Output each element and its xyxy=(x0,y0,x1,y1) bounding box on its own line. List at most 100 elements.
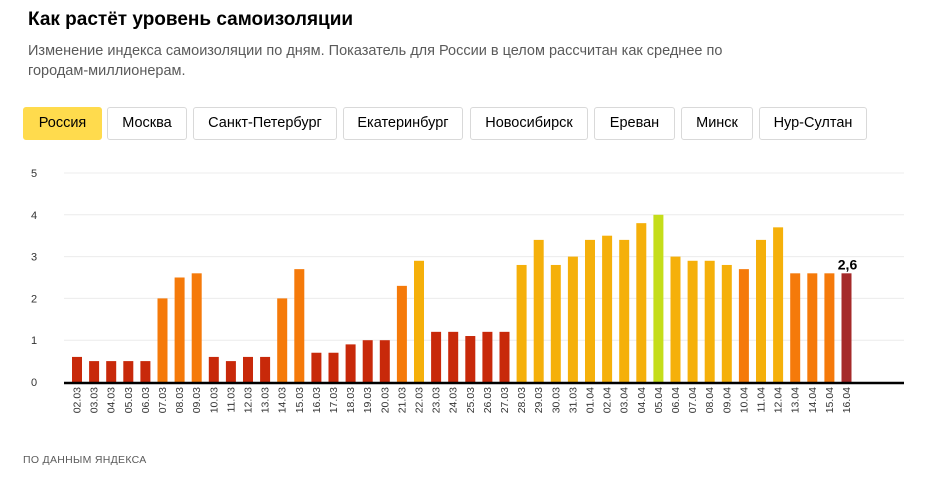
bar-15.03[interactable] xyxy=(294,269,305,382)
y-tick-label: 5 xyxy=(31,168,37,180)
self-isolation-bar-chart: 0 1 2 3 4 5 02.03 03.03 04.03 05.03 06.03 07.03 08.… xyxy=(31,168,904,413)
bar-02.03[interactable] xyxy=(72,356,82,382)
bar-04.03[interactable] xyxy=(106,361,117,382)
bar-20.03[interactable] xyxy=(379,340,390,382)
x-tick-label: 29.03 xyxy=(533,387,545,413)
bar-03.03[interactable] xyxy=(89,361,100,382)
data-source-note: ПО ДАННЫМ ЯНДЕКСА xyxy=(23,454,147,466)
bar-11.03[interactable] xyxy=(225,361,236,382)
x-tick-label: 06.03 xyxy=(140,387,152,413)
x-tick-label: 12.03 xyxy=(243,387,255,413)
bar-02.04[interactable] xyxy=(602,235,613,382)
x-tick-label: 09.04 xyxy=(721,387,733,413)
bar-08.03[interactable] xyxy=(174,277,185,383)
x-tick-label: 11.03 xyxy=(225,387,237,413)
x-tick-label: 12.04 xyxy=(773,387,785,413)
bar-27.03[interactable] xyxy=(499,331,510,382)
bar-29.03[interactable] xyxy=(533,239,544,382)
bar-12.03[interactable] xyxy=(243,356,253,382)
bar-05.04[interactable] xyxy=(653,214,664,382)
x-tick-label: 27.03 xyxy=(499,387,511,413)
bar-19.03[interactable] xyxy=(362,340,373,382)
tab-yerevan[interactable]: Ереван xyxy=(594,107,675,140)
tab-russia[interactable]: Россия xyxy=(23,107,102,140)
bar-16.04[interactable] xyxy=(841,273,852,382)
x-tick-label: 17.03 xyxy=(328,387,340,413)
bar-06.03[interactable] xyxy=(140,361,151,382)
bar-05.03[interactable] xyxy=(123,361,134,382)
tab-saint-petersburg[interactable]: Санкт-Петербург xyxy=(193,107,337,140)
bar-06.04[interactable] xyxy=(670,256,681,382)
x-tick-label: 26.03 xyxy=(482,387,494,413)
bar-13.04[interactable] xyxy=(790,273,801,382)
bar-04.04[interactable] xyxy=(636,223,647,382)
bar-28.03[interactable] xyxy=(516,264,527,382)
highlight-value-label: 2,6 xyxy=(838,256,858,272)
x-tick-label: 16.04 xyxy=(841,387,853,413)
bar-14.03[interactable] xyxy=(277,298,288,382)
bar-18.03[interactable] xyxy=(345,344,356,382)
x-tick-label: 05.04 xyxy=(653,387,665,413)
x-tick-label: 02.04 xyxy=(602,387,614,413)
bar-07.03[interactable] xyxy=(157,298,168,382)
bar-08.04[interactable] xyxy=(704,260,715,382)
x-tick-label: 28.03 xyxy=(516,387,528,413)
tab-yekaterinburg[interactable]: Екатеринбург xyxy=(343,107,463,140)
x-tick-label: 09.03 xyxy=(191,387,203,413)
chart-bars xyxy=(72,214,852,383)
bar-21.03[interactable] xyxy=(396,285,407,382)
x-tick-label: 14.03 xyxy=(277,387,289,413)
x-tick-label: 24.03 xyxy=(448,387,460,413)
bar-11.04[interactable] xyxy=(756,239,766,382)
x-tick-label: 07.03 xyxy=(157,387,169,413)
x-tick-label: 22.03 xyxy=(414,387,426,413)
bar-03.04[interactable] xyxy=(619,239,630,382)
y-axis-ticks: 0 1 2 3 4 5 xyxy=(31,168,37,389)
bar-31.03[interactable] xyxy=(567,256,578,382)
bar-12.04[interactable] xyxy=(773,227,784,382)
x-tick-label: 16.03 xyxy=(311,387,323,413)
x-tick-label: 10.04 xyxy=(738,387,750,413)
bar-13.03[interactable] xyxy=(260,356,271,382)
bar-01.04[interactable] xyxy=(585,239,595,382)
bar-24.03[interactable] xyxy=(448,331,459,382)
x-tick-label: 31.03 xyxy=(567,387,579,413)
bar-10.03[interactable] xyxy=(208,356,219,382)
bar-09.03[interactable] xyxy=(191,273,202,382)
x-tick-label: 08.04 xyxy=(704,387,716,413)
bar-15.04[interactable] xyxy=(824,273,835,382)
bar-30.03[interactable] xyxy=(550,264,561,382)
chart-gridlines xyxy=(64,172,904,341)
x-tick-label: 14.04 xyxy=(807,387,819,413)
x-tick-label: 21.03 xyxy=(396,387,408,413)
x-tick-label: 05.03 xyxy=(123,387,135,413)
y-tick-label: 4 xyxy=(31,210,37,222)
bar-22.03[interactable] xyxy=(414,260,424,382)
y-tick-label: 2 xyxy=(31,293,37,305)
x-tick-label: 04.04 xyxy=(636,387,648,413)
page-subtitle: Изменение индекса самоизоляции по дням. … xyxy=(28,43,723,79)
x-tick-label: 30.03 xyxy=(550,387,562,413)
page-title: Как растёт уровень самоизоляции xyxy=(28,9,354,30)
bar-10.04[interactable] xyxy=(738,269,749,382)
tab-minsk[interactable]: Минск xyxy=(681,107,753,140)
x-tick-label: 25.03 xyxy=(465,387,477,413)
tab-nur-sultan[interactable]: Нур-Султан xyxy=(759,107,867,140)
x-tick-label: 06.04 xyxy=(670,387,682,413)
bar-14.04[interactable] xyxy=(807,273,818,382)
x-tick-label: 19.03 xyxy=(362,387,374,413)
y-tick-label: 3 xyxy=(31,252,37,264)
x-tick-label: 01.04 xyxy=(585,387,597,413)
bar-17.03[interactable] xyxy=(328,352,339,382)
bar-16.03[interactable] xyxy=(311,352,322,382)
bar-23.03[interactable] xyxy=(431,331,442,382)
bar-26.03[interactable] xyxy=(482,331,493,382)
chart-data-labels: 2,6 xyxy=(838,256,858,272)
x-axis-ticks: 02.03 03.03 04.03 05.03 06.03 07.03 08.03 09.03… xyxy=(72,387,854,413)
x-tick-label: 04.03 xyxy=(106,387,118,413)
bar-09.04[interactable] xyxy=(721,264,732,382)
bar-25.03[interactable] xyxy=(465,336,476,382)
tab-moscow[interactable]: Москва xyxy=(107,107,187,140)
bar-07.04[interactable] xyxy=(687,260,698,382)
tab-novosibirsk[interactable]: Новосибирск xyxy=(470,107,588,140)
